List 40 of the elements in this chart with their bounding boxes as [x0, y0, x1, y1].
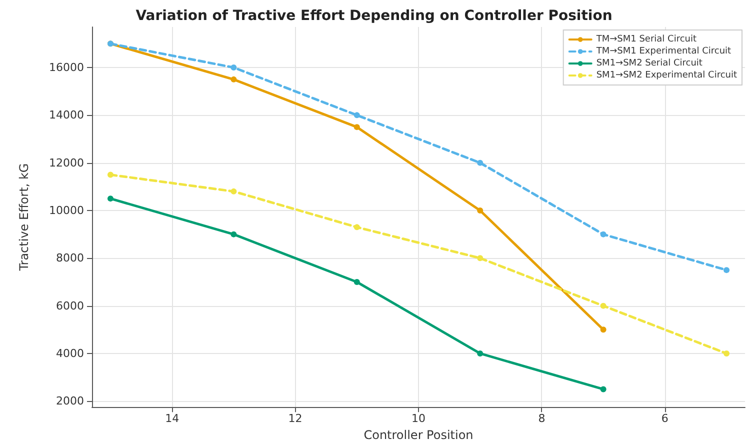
y-axis-title: Tractive Effort, kG [17, 163, 31, 272]
point [477, 208, 484, 214]
point [477, 255, 484, 262]
y-tick-label: 16000 [49, 61, 84, 74]
point [600, 326, 606, 333]
y-tick-label: 10000 [49, 204, 84, 217]
point [354, 124, 360, 130]
y-tick-label: 4000 [56, 346, 84, 360]
point [230, 76, 237, 82]
point [477, 350, 484, 356]
y-tick-label: 12000 [49, 156, 84, 170]
point [724, 350, 730, 356]
legend-label: TM→SM1 Serial Circuit [595, 34, 697, 44]
point [354, 112, 360, 118]
x-tick-label: 14 [165, 412, 180, 426]
point [354, 224, 360, 230]
x-tick-label: 10 [412, 412, 426, 426]
point [477, 160, 484, 166]
y-tick-label: 2000 [56, 394, 84, 408]
chart-title: Variation of Tractive Effort Depending on Controller Position [136, 8, 612, 24]
point [600, 386, 606, 392]
point [107, 172, 114, 178]
x-axis-title: Controller Position [364, 428, 474, 442]
point [600, 231, 606, 238]
y-tick-label: 8000 [56, 252, 84, 265]
x-tick-label: 6 [661, 412, 668, 426]
x-tick-label: 12 [288, 412, 302, 426]
point [230, 188, 237, 194]
point [230, 64, 237, 71]
point [354, 278, 360, 285]
point [230, 231, 237, 238]
y-tick-label: 14000 [49, 108, 84, 122]
y-tick-label: 6000 [56, 299, 84, 312]
point [724, 267, 730, 274]
legend-label: SM1→SM2 Experimental Circuit [596, 70, 738, 80]
legend-label: TM→SM1 Experimental Circuit [595, 46, 732, 56]
point [107, 196, 114, 202]
legend-label: SM1→SM2 Serial Circuit [596, 58, 703, 68]
x-tick-label: 8 [538, 412, 546, 426]
point [600, 302, 606, 309]
